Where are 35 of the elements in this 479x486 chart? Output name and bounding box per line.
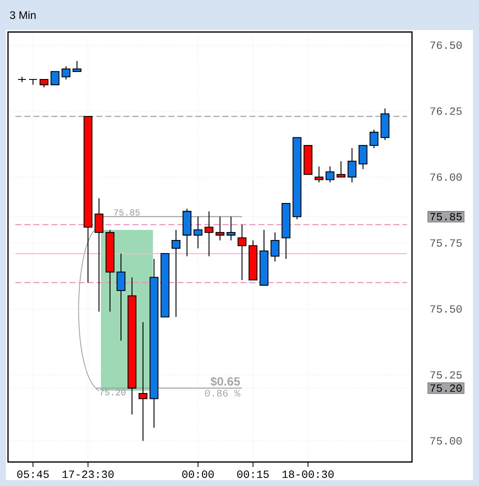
candlestick xyxy=(314,166,324,183)
candlestick xyxy=(226,216,236,241)
candlestick xyxy=(182,208,192,257)
y-tick-label: 75.85 xyxy=(430,212,462,220)
candlestick xyxy=(204,210,214,257)
candlestick xyxy=(94,198,104,312)
y-tick-label: 75.75 xyxy=(430,239,462,247)
y-tick-label: 75.50 xyxy=(430,305,462,313)
x-tick-label: 18-00:30 xyxy=(282,470,334,478)
y-tick-label: 75.00 xyxy=(430,437,462,445)
x-tick-label: 17-23:30 xyxy=(62,470,114,478)
candlestick xyxy=(238,224,246,280)
x-tick-label: 00:00 xyxy=(182,470,214,478)
y-tick-label: 76.50 xyxy=(430,41,462,49)
candlestick xyxy=(270,232,280,262)
candlestick xyxy=(172,229,180,318)
y-tick-label: 76.00 xyxy=(430,173,462,181)
ref-line-label: 75.85 xyxy=(114,209,140,216)
candlestick xyxy=(216,216,224,241)
candlestick xyxy=(128,276,136,415)
candlestick xyxy=(326,166,334,183)
candlestick xyxy=(194,216,202,249)
annotation: 0.86 % xyxy=(205,390,240,397)
y-tick-label: 75.25 xyxy=(430,371,462,379)
candlestick xyxy=(348,148,356,183)
y-tick-label: 75.20 xyxy=(430,384,462,392)
candlestick xyxy=(150,258,158,428)
x-tick-label: 00:15 xyxy=(237,470,269,478)
x-tick-label: 05:45 xyxy=(17,470,49,478)
candlestick xyxy=(116,253,126,342)
chart-title: 3 Min xyxy=(10,10,36,20)
y-tick-label: 76.25 xyxy=(430,107,462,115)
annotation: $0.65 xyxy=(210,376,240,386)
candlestick xyxy=(138,322,148,442)
ref-line-label: 75.20 xyxy=(100,389,126,396)
